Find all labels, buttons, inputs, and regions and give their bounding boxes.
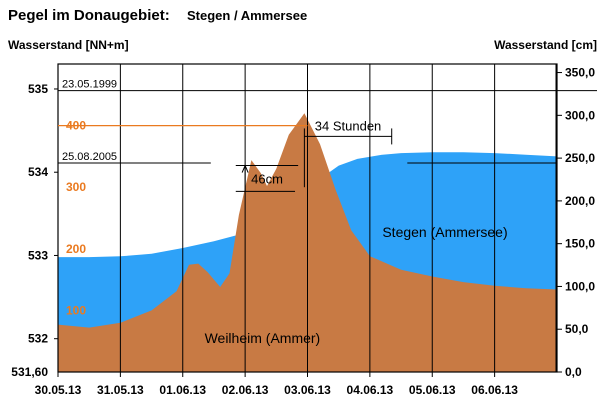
annotation-lag: 34 Stunden <box>315 118 382 133</box>
x-tick-label-4: 03.06.13 <box>284 383 331 397</box>
right-tick-label-0: 350,0 <box>565 66 595 80</box>
right-tick-label-4: 150,0 <box>565 237 595 251</box>
left-tick-label-4: 531,60 <box>11 365 48 379</box>
left-tick-label-1: 534 <box>28 165 48 179</box>
x-tick-label-5: 04.06.13 <box>347 383 394 397</box>
reference-label-1: 25.08.2005 <box>62 151 117 163</box>
left-tick-label-3: 532 <box>28 332 48 346</box>
left-tick-label-0: 535 <box>28 82 48 96</box>
left-axis-label: Wasserstand [NN+m] <box>8 38 129 52</box>
right-tick-label-3: 200,0 <box>565 194 595 208</box>
plot-area: 23.05.1999 25.08.2005 535 534 533 532 531,60 35… <box>11 63 597 397</box>
reference-label-0: 23.05.1999 <box>62 79 117 91</box>
chart-subtitle: Stegen / Ammersee <box>187 8 307 23</box>
right-axis-label: Wasserstand [cm] <box>494 38 597 52</box>
diff-arrow-head <box>241 164 249 173</box>
right-tick-label-6: 50,0 <box>565 322 589 336</box>
annotation-diff: 46cm <box>251 171 283 186</box>
weilheim-tick-label-0: 400 <box>66 119 86 133</box>
x-tick-label-2: 01.06.13 <box>159 383 206 397</box>
right-tick-label-7: 0,0 <box>565 365 582 379</box>
series-label-stegen: Stegen (Ammersee) <box>382 224 507 240</box>
x-tick-label-0: 30.05.13 <box>35 383 82 397</box>
left-tick-label-2: 533 <box>28 248 48 262</box>
chart-title: Pegel im Donaugebiet: <box>8 7 170 24</box>
right-tick-label-5: 100,0 <box>565 279 595 293</box>
right-tick-label-2: 250,0 <box>565 151 595 165</box>
x-tick-label-7: 06.06.13 <box>471 383 518 397</box>
x-tick-label-1: 31.05.13 <box>97 383 144 397</box>
weilheim-tick-label-1: 300 <box>66 180 86 194</box>
right-tick-label-1: 300,0 <box>565 108 595 122</box>
series-label-weilheim: Weilheim (Ammer) <box>205 330 321 346</box>
x-tick-label-3: 02.06.13 <box>222 383 269 397</box>
weilheim-tick-label-3: 100 <box>66 303 86 317</box>
x-tick-label-6: 05.06.13 <box>409 383 456 397</box>
weilheim-tick-label-2: 200 <box>66 242 86 256</box>
